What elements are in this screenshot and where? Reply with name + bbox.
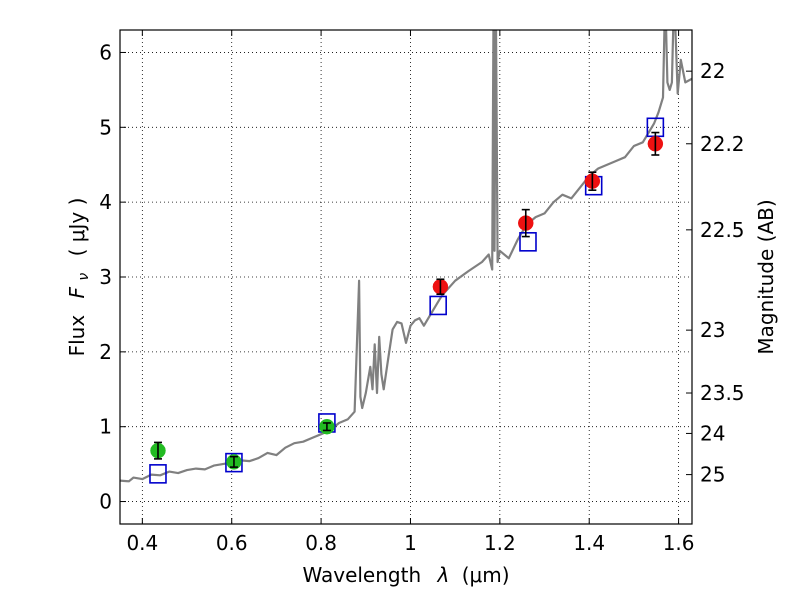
y-tick-label: 6 bbox=[99, 40, 112, 64]
y-tick-label: 0 bbox=[99, 490, 112, 514]
y2-tick-label: 23.5 bbox=[700, 381, 745, 405]
x-axis-label-symbol: λ bbox=[437, 563, 450, 587]
x-tick-label: 1 bbox=[404, 531, 417, 555]
y-tick-label: 2 bbox=[99, 340, 112, 364]
grid-lines bbox=[120, 30, 692, 524]
axis-ticks bbox=[120, 30, 692, 524]
plot-background bbox=[120, 30, 692, 524]
x-axis-label: Wavelength λ (μm) bbox=[302, 563, 509, 587]
y2-tick-label: 23 bbox=[700, 318, 725, 342]
plot-data bbox=[120, 30, 692, 484]
y-axis-label-unit: ( μJy ) bbox=[65, 198, 89, 257]
tick-labels: 0.4 0.6 0.8 1 1.2 1.4 1.601234562222.222.52323… bbox=[99, 40, 744, 555]
y2-tick-label: 24 bbox=[700, 421, 725, 445]
y2-tick-label: 22.2 bbox=[700, 132, 745, 156]
y2-tick-label: 25 bbox=[700, 463, 725, 487]
x-tick-label: 1.2 bbox=[484, 531, 516, 555]
y-tick-label: 4 bbox=[99, 190, 112, 214]
y-axis-label-text: Flux bbox=[65, 315, 89, 357]
y-tick-label: 5 bbox=[99, 115, 112, 139]
x-tick-label: 0.6 bbox=[216, 531, 248, 555]
y2-tick-label: 22 bbox=[700, 59, 725, 83]
y-axis-label: Flux F ν ( μJy ) bbox=[65, 198, 93, 357]
y-tick-label: 3 bbox=[99, 265, 112, 289]
y-axis-label-symbol: F bbox=[65, 286, 89, 298]
x-tick-label: 1.4 bbox=[573, 531, 605, 555]
model-photometry-marker bbox=[429, 295, 447, 316]
y-tick-label: 1 bbox=[99, 415, 112, 439]
x-tick-label: 0.4 bbox=[126, 531, 158, 555]
y2-axis-label: Magnitude (AB) bbox=[754, 199, 778, 354]
model-photometry-marker bbox=[519, 232, 537, 252]
x-tick-label: 0.8 bbox=[305, 531, 337, 555]
x-axis-label-unit: (μm) bbox=[462, 563, 510, 587]
model-photometry-marker bbox=[225, 452, 243, 473]
y2-tick-label: 22.5 bbox=[700, 218, 745, 242]
model-photometry-marker bbox=[149, 464, 167, 484]
x-tick-label: 1.6 bbox=[663, 531, 695, 555]
x-axis-label-text: Wavelength bbox=[302, 563, 421, 587]
spectrum-line bbox=[120, 30, 692, 483]
y-axis-label-subscript: ν bbox=[76, 273, 92, 281]
